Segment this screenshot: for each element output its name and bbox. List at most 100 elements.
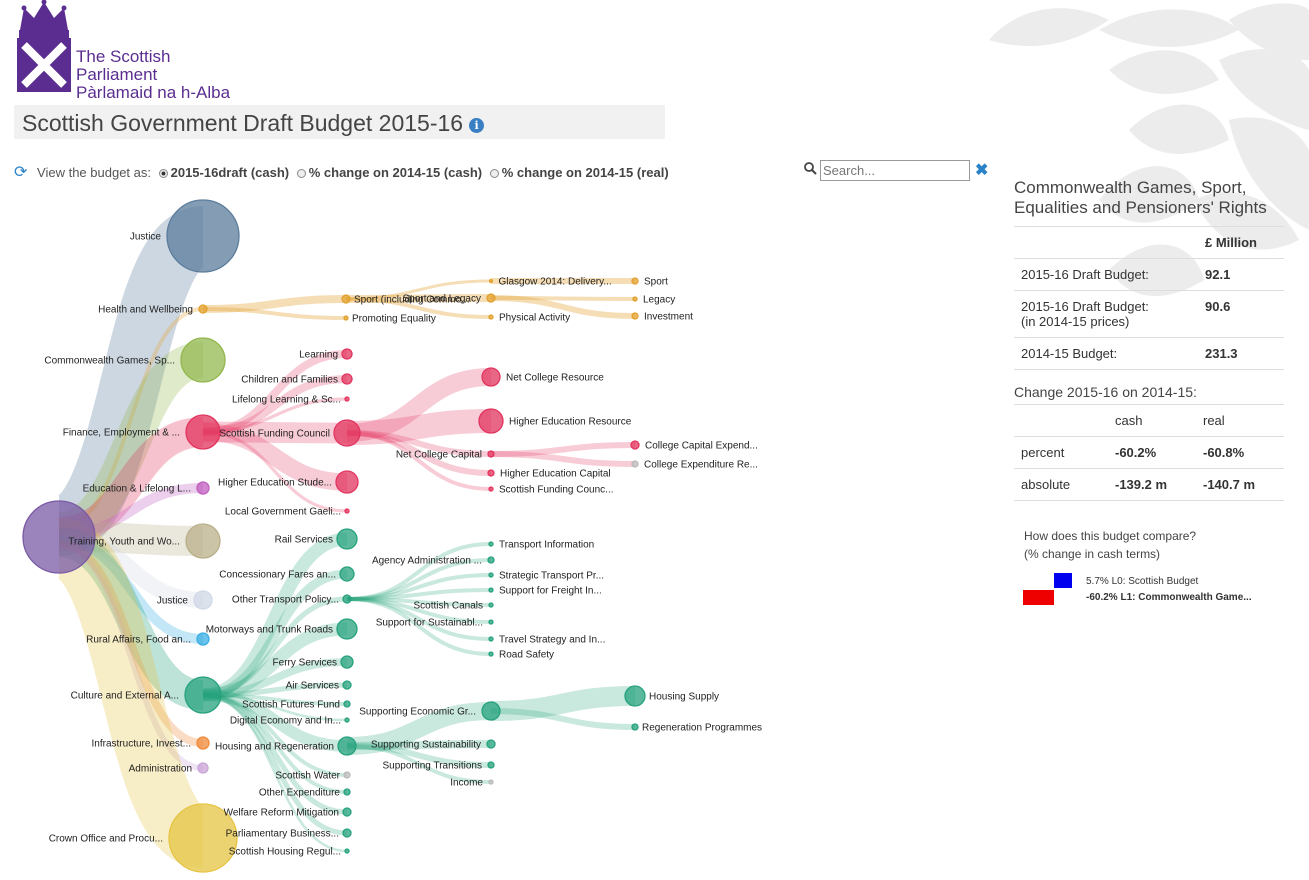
- level2-node[interactable]: Concessionary Fares an...: [219, 566, 355, 582]
- level2-node-circle[interactable]: [343, 771, 351, 779]
- level3-node[interactable]: Net College Resource: [481, 367, 604, 387]
- root-node-circle[interactable]: [22, 500, 96, 574]
- level1-node[interactable]: Justice: [130, 199, 240, 273]
- level2-node-circle[interactable]: [342, 680, 352, 690]
- level3-node[interactable]: Higher Education Resource: [478, 408, 632, 434]
- level1-node[interactable]: Training, Youth and Wo...: [68, 523, 221, 559]
- level2-node[interactable]: Scottish Futures Fund: [242, 700, 351, 711]
- level1-node-circle[interactable]: [185, 414, 221, 450]
- level2-node[interactable]: Sport (including Commo...: [341, 294, 470, 306]
- level2-node-circle[interactable]: [336, 618, 358, 640]
- level1-node[interactable]: Justice: [157, 590, 213, 610]
- option-change-real[interactable]: % change on 2014-15 (real): [501, 165, 669, 180]
- level2-node[interactable]: Motorways and Trunk Roads: [206, 618, 358, 640]
- level3-node[interactable]: Agency Administration ...: [372, 556, 495, 567]
- scottish-parliament-logo[interactable]: The Scottish Parliament Pàrlamaid na h-A…: [14, 0, 254, 102]
- level2-node-circle[interactable]: [339, 566, 355, 582]
- level3-node[interactable]: Road Safety: [488, 650, 554, 661]
- level4-node[interactable]: Investment: [631, 312, 693, 323]
- option-draft-cash[interactable]: 2015-16draft (cash): [170, 165, 290, 180]
- level3-node-circle[interactable]: [488, 278, 494, 284]
- level4-node[interactable]: Legacy: [632, 295, 675, 306]
- level1-node-circle[interactable]: [198, 304, 208, 314]
- level2-node[interactable]: Promoting Equality: [343, 314, 436, 325]
- level2-node[interactable]: Digital Economy and In...: [230, 716, 350, 727]
- level2-node[interactable]: Ferry Services: [273, 655, 354, 669]
- level4-node[interactable]: College Capital Expend...: [630, 440, 758, 452]
- level4-node[interactable]: College Expenditure Re...: [631, 460, 758, 471]
- level2-node-circle[interactable]: [343, 315, 349, 321]
- level2-node-circle[interactable]: [342, 828, 352, 838]
- level2-node[interactable]: Rail Services: [275, 528, 358, 550]
- level1-node[interactable]: Culture and External A...: [71, 676, 222, 714]
- level2-node-circle[interactable]: [343, 788, 351, 796]
- radio-change-real[interactable]: [489, 169, 499, 178]
- level1-node-circle[interactable]: [193, 590, 213, 610]
- level4-node-circle[interactable]: [632, 296, 638, 302]
- level3-node[interactable]: Scottish Funding Counc...: [488, 485, 614, 496]
- level3-node-circle[interactable]: [488, 587, 494, 593]
- level3-node-circle[interactable]: [488, 602, 494, 608]
- level2-node-circle[interactable]: [344, 717, 350, 723]
- level3-node-circle[interactable]: [488, 314, 494, 320]
- budget-tree-diagram[interactable]: Justice Health and Wellbeing Commonwealth …: [0, 190, 790, 880]
- level3-node-circle[interactable]: [481, 701, 501, 721]
- level3-node[interactable]: Supporting Sustainability: [371, 739, 496, 751]
- level3-node[interactable]: Physical Activity: [488, 313, 570, 324]
- level3-node[interactable]: Support for Freight In...: [488, 586, 602, 597]
- level1-node[interactable]: Rural Affairs, Food an...: [86, 632, 210, 646]
- level3-node[interactable]: Supporting Economic Gr...: [359, 701, 501, 721]
- level3-node-circle[interactable]: [488, 636, 494, 642]
- level1-node-circle[interactable]: [197, 762, 209, 774]
- level4-node-circle[interactable]: [624, 685, 646, 707]
- level3-node[interactable]: Sport and Legacy: [403, 293, 496, 305]
- level2-node-circle[interactable]: [337, 736, 357, 756]
- root-node[interactable]: [22, 500, 96, 574]
- level2-node-circle[interactable]: [344, 848, 350, 854]
- level3-node-circle[interactable]: [488, 541, 494, 547]
- level2-node[interactable]: Learning: [299, 348, 353, 361]
- level1-node-circle[interactable]: [168, 803, 238, 873]
- level2-node[interactable]: Parliamentary Business...: [226, 828, 352, 840]
- level3-node-circle[interactable]: [487, 556, 495, 564]
- info-icon[interactable]: i: [469, 118, 485, 133]
- level2-node-circle[interactable]: [341, 294, 351, 304]
- level1-node-circle[interactable]: [196, 632, 210, 646]
- level2-node-circle[interactable]: [340, 655, 354, 669]
- level3-node-circle[interactable]: [487, 469, 495, 477]
- radio-draft-cash[interactable]: [158, 169, 168, 178]
- level4-node[interactable]: Sport: [631, 277, 668, 288]
- level1-node[interactable]: Administration: [129, 762, 209, 775]
- level4-node-circle[interactable]: [631, 723, 639, 731]
- level2-node[interactable]: Children and Families: [241, 373, 353, 386]
- level2-node-circle[interactable]: [344, 396, 350, 402]
- level3-node[interactable]: Net College Capital: [396, 450, 495, 461]
- level1-node-circle[interactable]: [185, 523, 221, 559]
- level2-node-circle[interactable]: [333, 419, 361, 447]
- level1-node[interactable]: Crown Office and Procu...: [49, 803, 238, 873]
- level3-node[interactable]: Transport Information: [488, 540, 594, 551]
- level3-node-circle[interactable]: [487, 450, 495, 458]
- level2-node[interactable]: Higher Education Stude...: [218, 470, 359, 494]
- level3-node[interactable]: Travel Strategy and In...: [488, 635, 605, 646]
- level3-node[interactable]: Glasgow 2014: Delivery...: [488, 277, 612, 288]
- level2-node-circle[interactable]: [341, 373, 353, 385]
- level2-node-circle[interactable]: [342, 807, 352, 817]
- level2-node[interactable]: Other Expenditure: [259, 788, 351, 799]
- level2-node-circle[interactable]: [343, 700, 351, 708]
- level3-node[interactable]: Support for Sustainabl...: [376, 618, 494, 629]
- refresh-icon[interactable]: ⟳: [14, 164, 28, 181]
- level3-node-circle[interactable]: [481, 367, 501, 387]
- level3-node-circle[interactable]: [488, 572, 494, 578]
- level3-node[interactable]: Supporting Transitions: [382, 761, 495, 772]
- level2-node[interactable]: Air Services: [286, 680, 352, 692]
- level2-node[interactable]: Scottish Housing Regul...: [229, 847, 350, 858]
- level3-node[interactable]: Income: [450, 778, 494, 789]
- level2-node[interactable]: Local Government Gaeli...: [225, 507, 350, 518]
- level1-node[interactable]: Finance, Employment & ...: [63, 414, 221, 450]
- level3-node-circle[interactable]: [488, 779, 494, 785]
- level4-node-circle[interactable]: [631, 277, 639, 285]
- level1-node-circle[interactable]: [196, 736, 210, 750]
- level4-node[interactable]: Regeneration Programmes: [631, 723, 762, 734]
- level4-node[interactable]: Housing Supply: [624, 685, 719, 707]
